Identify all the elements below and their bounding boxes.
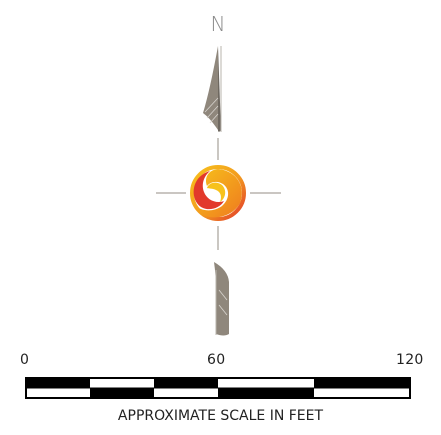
- north-needle-hatch: [209, 113, 219, 124]
- scale-segment: [314, 388, 410, 398]
- north-needle-hatch: [204, 97, 219, 113]
- scale-segment: [90, 388, 154, 398]
- scale-segment: [154, 378, 218, 388]
- north-needle-dark-half: [203, 46, 218, 130]
- south-needle-hatch: [218, 289, 228, 301]
- scale-caption: APPROXIMATE SCALE IN FEET: [117, 408, 324, 424]
- logo-ring: [190, 165, 246, 221]
- north-needle-icon: [203, 46, 222, 132]
- scale-tick-label-60: 60: [207, 352, 226, 368]
- scale-segment: [26, 378, 90, 388]
- scale-tick-label-0: 0: [20, 352, 30, 368]
- north-needle-hatch: [206, 105, 219, 119]
- logo-swirl-core: [207, 182, 226, 202]
- scale-segment: [314, 378, 410, 388]
- scale-segment: [90, 378, 154, 388]
- scale-tick-label-120: 120: [396, 352, 424, 368]
- north-needle-light-half: [218, 46, 221, 132]
- north-label: N: [210, 12, 226, 36]
- south-needle-dark-half: [214, 262, 229, 336]
- scale-segment: [218, 388, 314, 398]
- south-needle-hatch: [218, 304, 228, 316]
- scale-segment: [154, 388, 218, 398]
- logo-swirl-outer: [194, 169, 242, 218]
- flame-swirl-logo-icon: [190, 165, 246, 221]
- scale-segment: [26, 388, 90, 398]
- scale-segment: [218, 378, 314, 388]
- south-needle-icon: [214, 262, 229, 336]
- north-arrow-compass: [156, 46, 281, 336]
- logo-swirl-red: [193, 171, 224, 210]
